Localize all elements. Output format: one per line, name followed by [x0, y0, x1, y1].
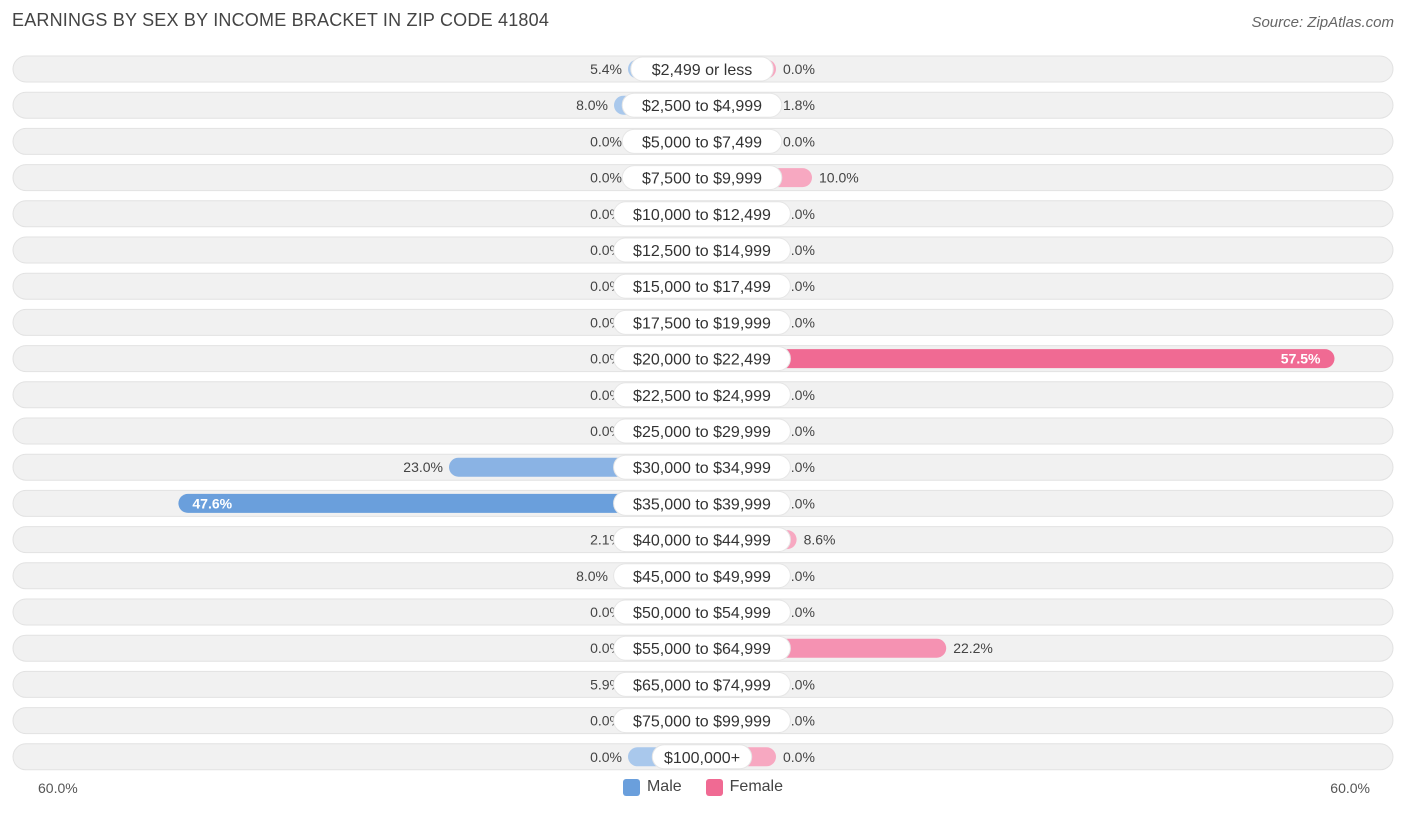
value-label-male: 0.0%	[590, 133, 622, 149]
legend: Male Female	[0, 778, 1406, 796]
value-label-male: 8.0%	[576, 568, 608, 584]
category-label: $50,000 to $54,999	[633, 605, 771, 622]
legend-label-female: Female	[729, 778, 784, 795]
category-label-pill	[613, 237, 791, 263]
value-label-female: 57.5%	[1281, 351, 1321, 367]
category-label-pill	[613, 273, 791, 299]
value-label-female: 10.0%	[819, 170, 859, 186]
category-label: $5,000 to $7,499	[642, 134, 762, 151]
category-label-pill	[630, 56, 774, 82]
value-label-female: 0.0%	[783, 423, 815, 439]
category-label: $20,000 to $22,499	[633, 352, 771, 369]
axis-left-label: 60.0%	[38, 780, 78, 796]
legend-item-male[interactable]: Male	[622, 778, 682, 796]
category-label: $45,000 to $49,999	[633, 569, 771, 586]
category-label: $100,000+	[664, 750, 740, 767]
bar-male	[178, 493, 702, 513]
category-label-pill	[613, 671, 791, 697]
legend-swatch-male	[622, 778, 640, 796]
category-label: $22,500 to $24,999	[633, 388, 771, 405]
value-label-female: 0.0%	[783, 133, 815, 149]
category-label: $10,000 to $12,499	[633, 207, 771, 224]
value-label-female: 0.0%	[783, 314, 815, 330]
category-label: $40,000 to $44,999	[633, 533, 771, 550]
value-label-female: 0.0%	[783, 676, 815, 692]
value-label-female: 22.2%	[953, 640, 993, 656]
category-label-pill	[613, 708, 791, 734]
value-label-male: 8.0%	[576, 97, 608, 113]
category-label-pill	[613, 382, 791, 408]
category-label: $2,500 to $4,999	[642, 98, 762, 115]
value-label-male: 23.0%	[403, 459, 443, 475]
category-label: $75,000 to $99,999	[633, 714, 771, 731]
chart-source: Source: ZipAtlas.com	[1251, 14, 1394, 31]
category-label: $15,000 to $17,499	[633, 279, 771, 296]
category-label: $35,000 to $39,999	[633, 496, 771, 513]
value-label-female: 0.0%	[783, 61, 815, 77]
category-label-pill	[613, 563, 791, 589]
category-label: $12,500 to $14,999	[633, 243, 771, 260]
value-label-female: 0.0%	[783, 459, 815, 475]
bar-female	[702, 349, 1335, 369]
category-label-pill	[651, 744, 753, 770]
value-label-male: 0.0%	[590, 170, 622, 186]
category-label-pill	[613, 309, 791, 335]
value-label-female: 0.0%	[783, 713, 815, 729]
category-label: $2,499 or less	[652, 62, 753, 79]
category-label-pill	[621, 128, 783, 154]
value-label-female: 0.0%	[783, 749, 815, 765]
legend-item-female[interactable]: Female	[705, 778, 784, 796]
legend-label-male: Male	[646, 778, 682, 795]
category-label-pill	[613, 490, 791, 516]
value-label-female: 0.0%	[783, 278, 815, 294]
category-label: $25,000 to $29,999	[633, 424, 771, 441]
category-label-pill	[613, 201, 791, 227]
category-label: $65,000 to $74,999	[633, 677, 771, 694]
value-label-female: 0.0%	[783, 604, 815, 620]
value-label-female: 8.6%	[804, 532, 836, 548]
value-label-female: 0.0%	[783, 495, 815, 511]
value-label-female: 0.0%	[783, 568, 815, 584]
category-label-pill	[613, 346, 791, 372]
value-label-female: 1.8%	[783, 97, 815, 113]
category-label-pill	[613, 599, 791, 625]
chart-title: EARNINGS BY SEX BY INCOME BRACKET IN ZIP…	[12, 10, 550, 30]
value-label-female: 0.0%	[783, 242, 815, 258]
value-label-male: 47.6%	[192, 495, 232, 511]
category-label-pill	[613, 418, 791, 444]
value-label-male: 0.0%	[590, 749, 622, 765]
category-label-pill	[621, 165, 783, 191]
category-label: $55,000 to $64,999	[633, 641, 771, 658]
category-label: $7,500 to $9,999	[642, 171, 762, 188]
value-label-female: 0.0%	[783, 387, 815, 403]
value-label-female: 0.0%	[783, 206, 815, 222]
category-label-pill	[613, 527, 791, 553]
category-label: $30,000 to $34,999	[633, 460, 771, 477]
value-label-male: 5.4%	[590, 61, 622, 77]
legend-swatch-female	[705, 778, 723, 796]
category-label-pill	[613, 454, 791, 480]
category-label: $17,500 to $19,999	[633, 315, 771, 332]
category-label-pill	[613, 635, 791, 661]
axis-right-label: 60.0%	[1330, 780, 1370, 796]
category-label-pill	[621, 92, 783, 118]
